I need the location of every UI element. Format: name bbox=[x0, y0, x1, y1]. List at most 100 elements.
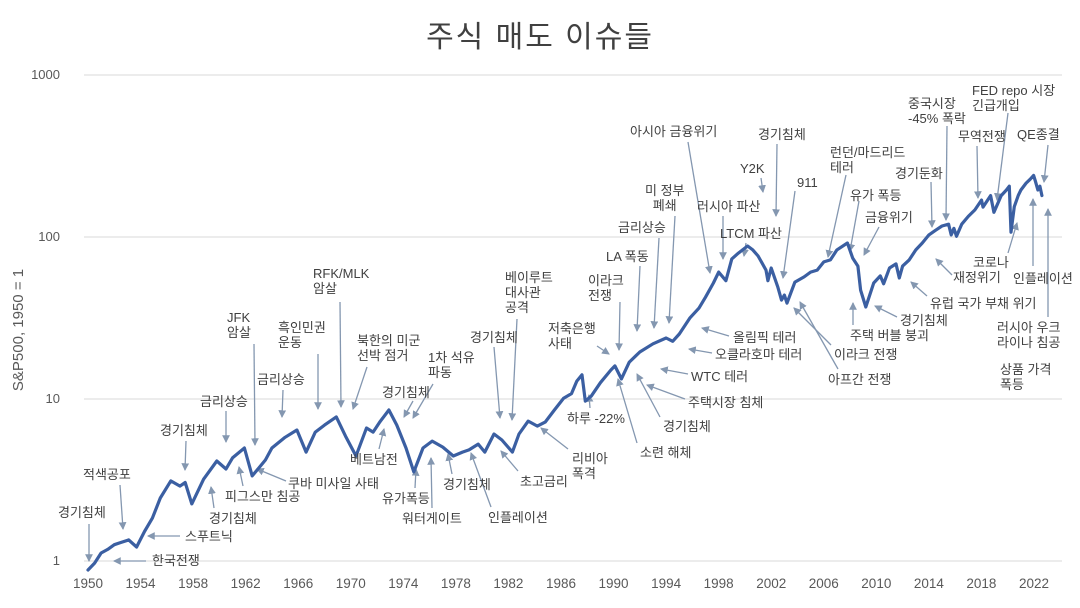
annotation-label: 유가폭등 bbox=[382, 491, 430, 506]
annotation-label: 금리상승 bbox=[257, 372, 305, 387]
x-tick-label: 2014 bbox=[913, 576, 944, 591]
annotation-arrow bbox=[758, 177, 766, 194]
annotation-arrow bbox=[508, 318, 518, 422]
annotation-arrow bbox=[540, 427, 569, 450]
annotation-label: LTCM 파산 bbox=[720, 226, 782, 241]
annotation-arrow bbox=[378, 427, 387, 450]
annotation-label: 경기침체 bbox=[382, 385, 430, 400]
annotation-label: 아시아 금융위기 bbox=[630, 124, 718, 139]
annotation-label: 재정위기 bbox=[953, 270, 1001, 285]
annotation-label: 경기침체 bbox=[160, 423, 208, 438]
annotation-label: 쿠바 미사일 사태 bbox=[288, 476, 379, 491]
x-tick-label: 1954 bbox=[125, 576, 156, 591]
annotation-arrow bbox=[665, 215, 676, 325]
annotation-label: 911 bbox=[797, 175, 818, 190]
x-tick-label: 2022 bbox=[1018, 576, 1050, 591]
annotation-label: 피그스만 침공 bbox=[225, 489, 301, 504]
annotation-arrow bbox=[687, 141, 713, 275]
annotation-label: 1차 석유 파동 bbox=[428, 350, 475, 380]
x-tick-label: 1990 bbox=[598, 576, 629, 591]
x-tick-label: 1966 bbox=[283, 576, 314, 591]
annotation-arrow bbox=[427, 456, 436, 509]
annotation-arrow bbox=[772, 143, 780, 218]
x-tick-label: 1974 bbox=[388, 576, 419, 591]
annotation-arrow bbox=[874, 305, 898, 318]
annotation-arrow bbox=[251, 343, 259, 447]
annotation-arrow bbox=[256, 467, 287, 482]
annotation-arrow bbox=[208, 485, 216, 509]
x-tick-label: 1998 bbox=[703, 576, 734, 591]
annotation-label: 경기둔화 bbox=[895, 166, 943, 181]
annotation-label: 경기침체 bbox=[58, 505, 106, 520]
y-tick-label: 1 bbox=[52, 553, 60, 568]
annotation-arrow bbox=[633, 265, 642, 333]
annotation-label: 유럽 국가 부채 위기 bbox=[930, 296, 1037, 311]
annotation-arrow bbox=[236, 465, 245, 487]
annotation-label: 코로나 bbox=[973, 255, 1009, 270]
annotation-arrow bbox=[1040, 144, 1049, 184]
annotation-label: 베이루트 대사관 공격 bbox=[505, 270, 553, 315]
annotation-label: 워터게이트 bbox=[402, 511, 462, 526]
annotation-label: 베트남전 bbox=[350, 452, 398, 467]
annotation-label: WTC 테러 bbox=[691, 369, 749, 384]
y-tick-label: 10 bbox=[45, 391, 60, 406]
annotation-label: 적색공포 bbox=[83, 467, 131, 482]
annotation-arrow bbox=[1007, 222, 1019, 254]
x-tick-label: 2010 bbox=[861, 576, 892, 591]
x-tick-label: 1970 bbox=[335, 576, 366, 591]
annotation-arrow bbox=[445, 452, 454, 475]
annotation-arrow bbox=[469, 452, 492, 508]
annotation-arrow bbox=[181, 440, 190, 472]
x-tick-label: 1986 bbox=[545, 576, 577, 591]
annotation-label: 경기침체 bbox=[470, 330, 518, 345]
annotation-label: 상품 가격 폭등 bbox=[1000, 362, 1052, 392]
annotation-arrow bbox=[616, 378, 638, 444]
annotation-arrow bbox=[659, 366, 689, 375]
x-tick-label: 1982 bbox=[493, 576, 524, 591]
annotation-arrow bbox=[910, 281, 928, 297]
x-tick-label: 2006 bbox=[808, 576, 839, 591]
annotation-label: QE종결 bbox=[1017, 127, 1060, 142]
annotation-arrow bbox=[337, 301, 345, 409]
annotation-label: 오클라호마 테러 bbox=[715, 347, 803, 362]
annotation-label: 북한의 미군 선박 점거 bbox=[357, 333, 421, 363]
annotation-label: 미 정부 폐쇄 bbox=[645, 183, 685, 213]
annotation-label: FED repo 시장 긴급개입 bbox=[972, 83, 1056, 113]
annotation-label: 경기침체 bbox=[209, 511, 257, 526]
annotation-label: 경기침체 bbox=[900, 313, 948, 328]
annotation-label: 러시아 우크 라이나 침공 bbox=[997, 320, 1061, 350]
sp500-line bbox=[86, 173, 1044, 572]
annotation-label: 유가 폭등 bbox=[850, 188, 902, 203]
x-tick-label: 2018 bbox=[966, 576, 997, 591]
x-tick-label: 1994 bbox=[651, 576, 682, 591]
x-tick-label: 2002 bbox=[756, 576, 787, 591]
x-tick-label: 1950 bbox=[72, 576, 104, 591]
annotation-arrow bbox=[993, 112, 1009, 202]
annotation-label: 인플레이션 bbox=[488, 510, 548, 525]
annotation-label: JFK 암살 bbox=[227, 310, 251, 340]
annotation-label: 이라크 전쟁 bbox=[588, 273, 624, 303]
annotation-arrow bbox=[927, 181, 936, 229]
annotation-label: 금융위기 bbox=[865, 210, 913, 225]
y-tick-label: 1000 bbox=[31, 67, 60, 82]
annotation-label: LA 폭동 bbox=[606, 249, 649, 264]
x-tick-label: 1978 bbox=[440, 576, 471, 591]
annotation-label: 리비아 폭격 bbox=[572, 451, 608, 481]
annotation-label: 올림픽 테러 bbox=[733, 330, 797, 345]
annotation-arrow bbox=[278, 389, 287, 419]
annotation-arrow bbox=[646, 383, 686, 400]
x-tick-label: 1958 bbox=[178, 576, 209, 591]
x-tick-label: 1962 bbox=[230, 576, 261, 591]
annotation-arrow bbox=[780, 190, 796, 280]
annotation-label: Y2K bbox=[740, 161, 765, 176]
annotation-arrow bbox=[863, 226, 880, 256]
annotation-label: 주택 버블 붕괴 bbox=[850, 328, 929, 343]
annotation-label: 경기침체 bbox=[663, 419, 711, 434]
annotation-arrow bbox=[701, 326, 730, 337]
annotation-label: 소련 해체 bbox=[640, 445, 692, 460]
annotation-label: 저축은행 사태 bbox=[548, 321, 596, 351]
annotation-arrow bbox=[351, 366, 368, 410]
annotation-label: 스푸트닉 bbox=[185, 529, 233, 544]
